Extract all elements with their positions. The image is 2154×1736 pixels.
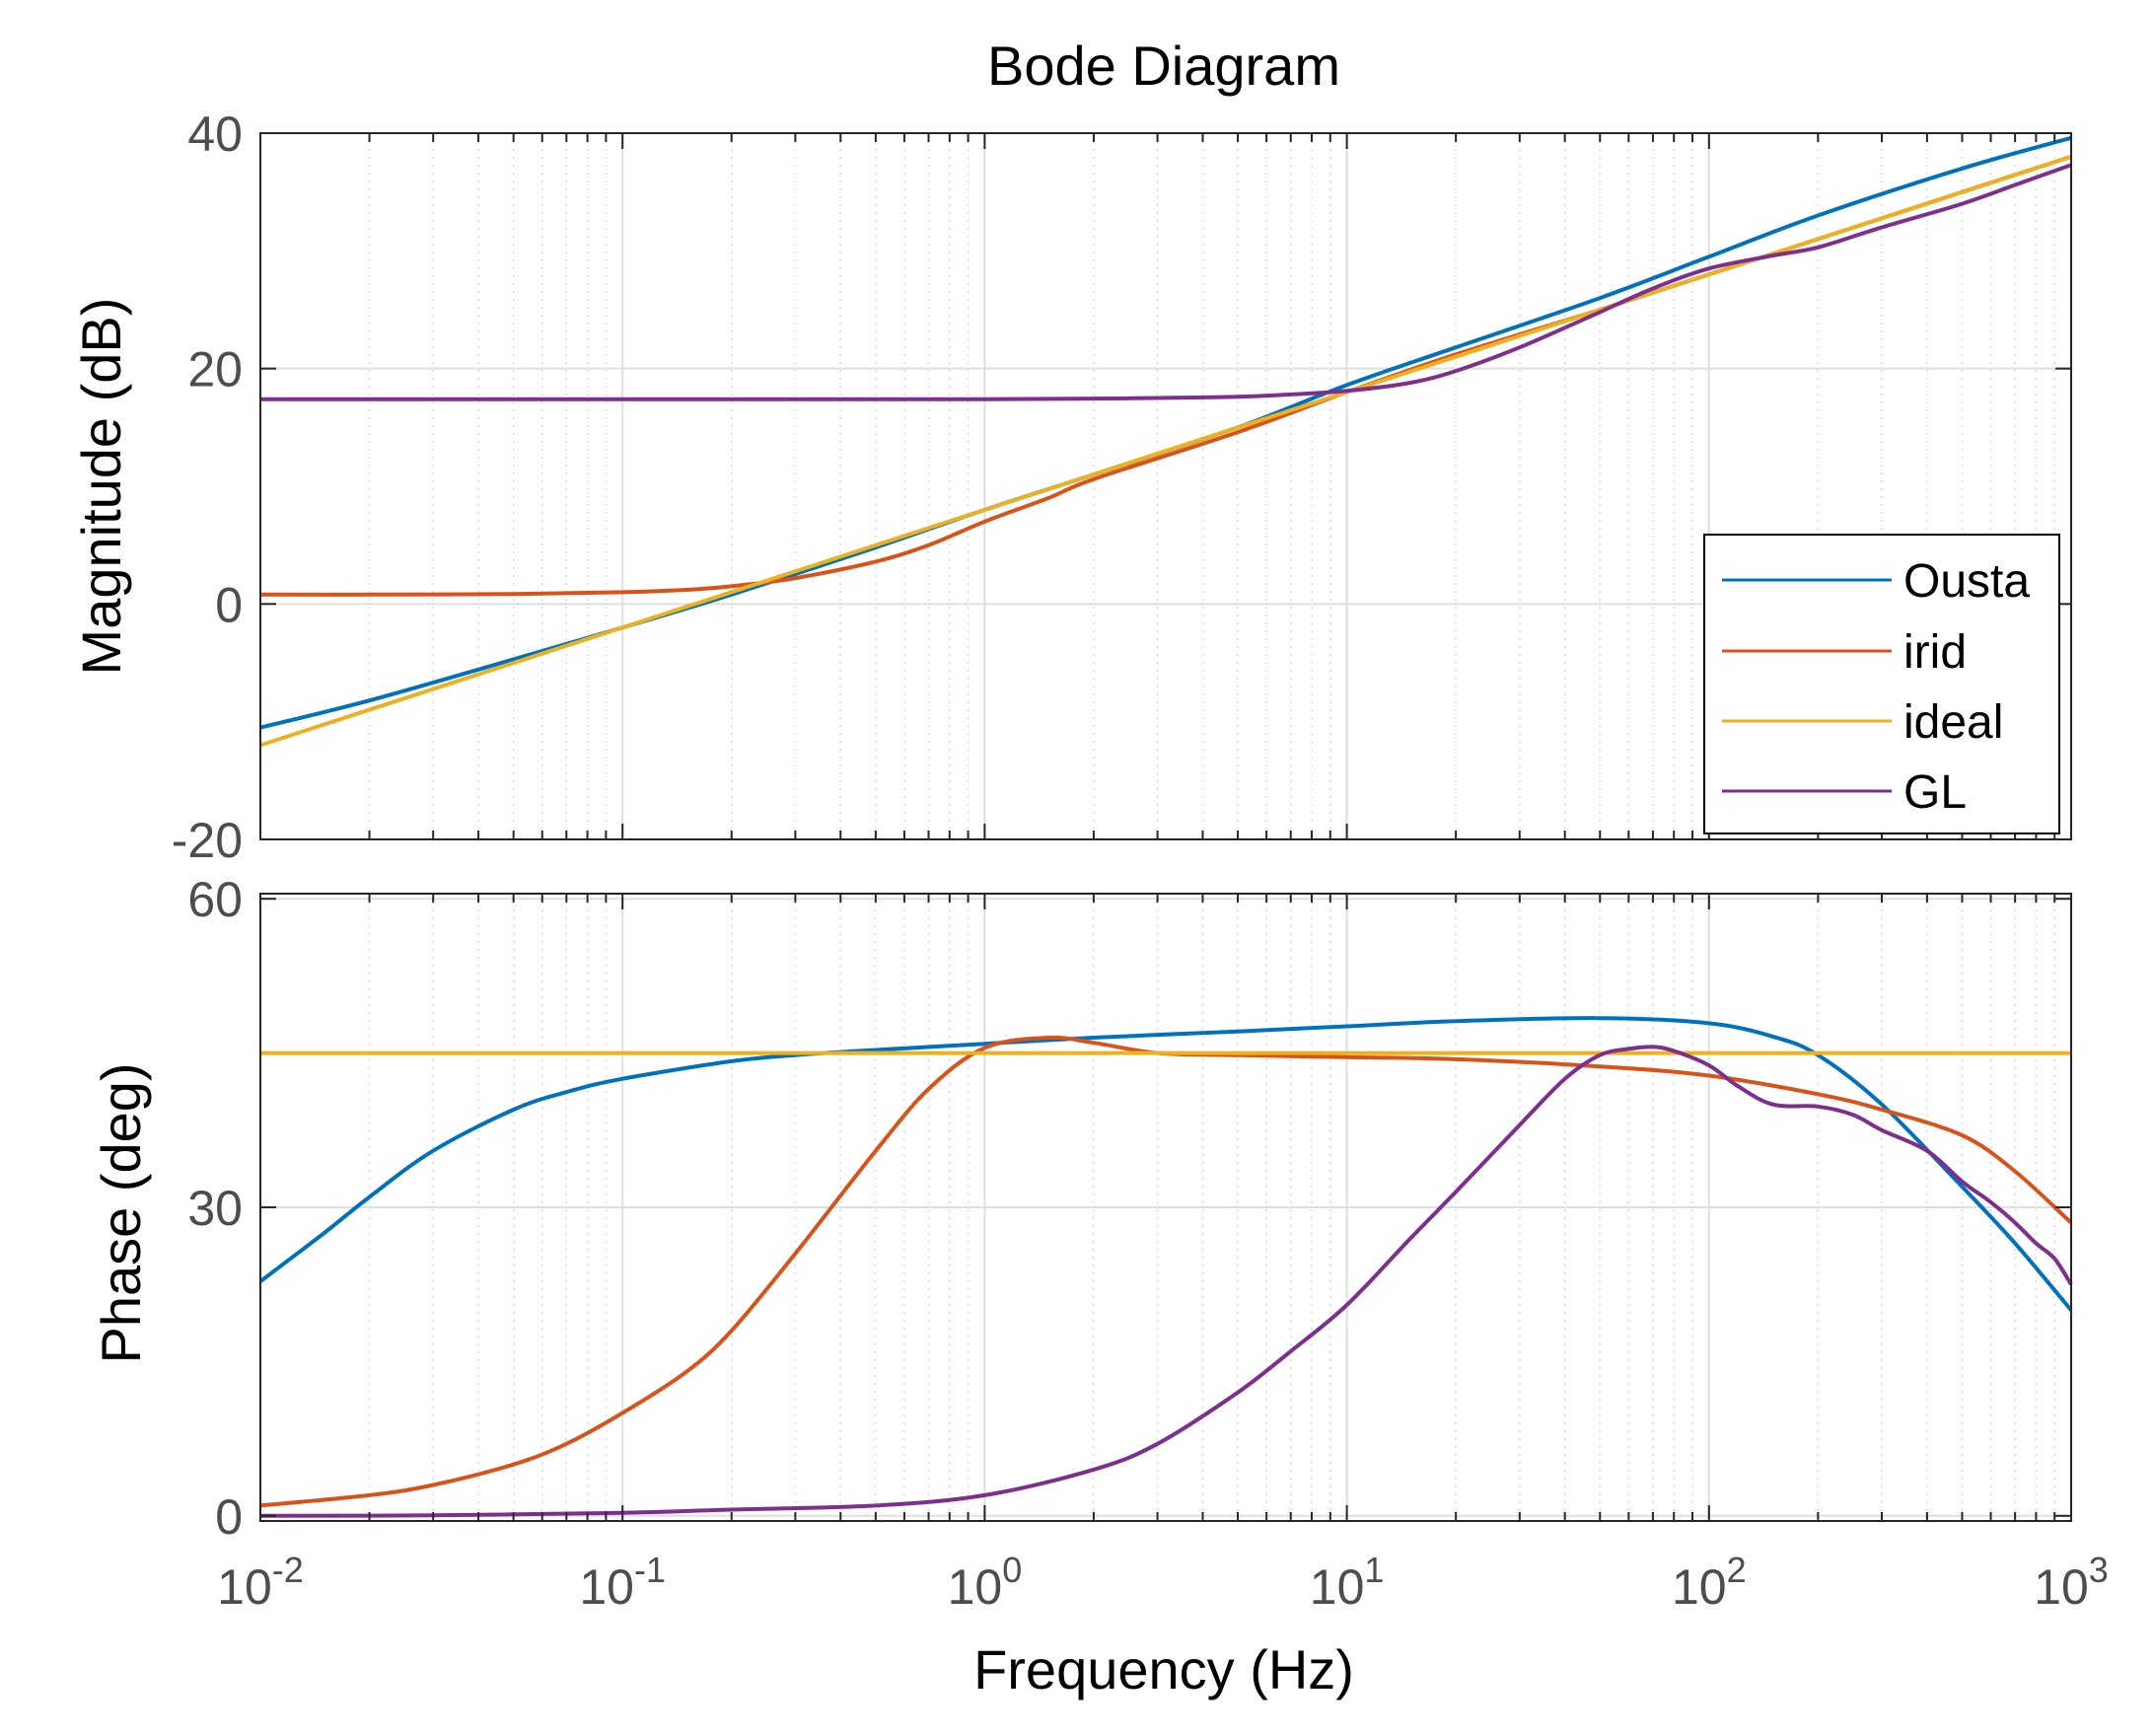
legend-label-ousta: Ousta — [1903, 555, 2030, 608]
ph-series-ousta — [258, 1016, 2073, 1312]
mag-ytick-label: 40 — [187, 107, 243, 162]
x-tick-label: 102 — [1672, 1550, 1747, 1615]
legend-label-gl: GL — [1903, 766, 1967, 819]
ph-ytick-label: 60 — [187, 872, 243, 927]
x-tick-label: 10-1 — [579, 1550, 666, 1615]
phase-ticks: 0 30 60 10-2 10-1 100 101 102 103 — [187, 872, 2108, 1615]
x-tick-label: 103 — [2034, 1550, 2109, 1615]
chart-title: Bode Diagram — [987, 35, 1340, 97]
ph-series-gl — [259, 1045, 2073, 1518]
mag-series-gl — [259, 163, 2072, 401]
x-tick-label: 101 — [1310, 1550, 1385, 1615]
ph-ytick-label: 30 — [187, 1181, 243, 1236]
mag-ytick-label: -20 — [172, 813, 243, 868]
magnitude-panel: -20 0 20 40 Magnitude (dB) Ousta irid ideal… — [70, 107, 2072, 868]
ph-ytick-label: 0 — [215, 1489, 243, 1545]
legend-label-ideal: ideal — [1903, 696, 2003, 749]
phase-panel: 0 30 60 10-2 10-1 100 101 102 103 Phase (deg) — [90, 872, 2109, 1615]
mag-ytick-label: 0 — [215, 577, 243, 632]
legend-box — [1703, 534, 2060, 834]
legend-label-irid: irid — [1903, 626, 1967, 679]
legend: Ousta irid ideal GL — [1703, 534, 2060, 834]
mag-ytick-label: 20 — [187, 342, 243, 398]
x-axis-label: Frequency (Hz) — [973, 1638, 1354, 1700]
magnitude-axes-box — [259, 132, 2072, 840]
phase-ylabel: Phase (deg) — [90, 1062, 152, 1363]
x-tick-label: 10-2 — [217, 1550, 304, 1615]
magnitude-ylabel: Magnitude (dB) — [70, 298, 132, 676]
mag-series-ideal — [259, 154, 2072, 748]
magnitude-series-group — [259, 135, 2072, 748]
phase-series-group — [258, 1016, 2073, 1518]
magnitude-ticks: -20 0 20 40 — [172, 107, 2072, 868]
x-tick-label: 100 — [948, 1550, 1023, 1615]
ph-series-irid — [259, 1035, 2073, 1508]
